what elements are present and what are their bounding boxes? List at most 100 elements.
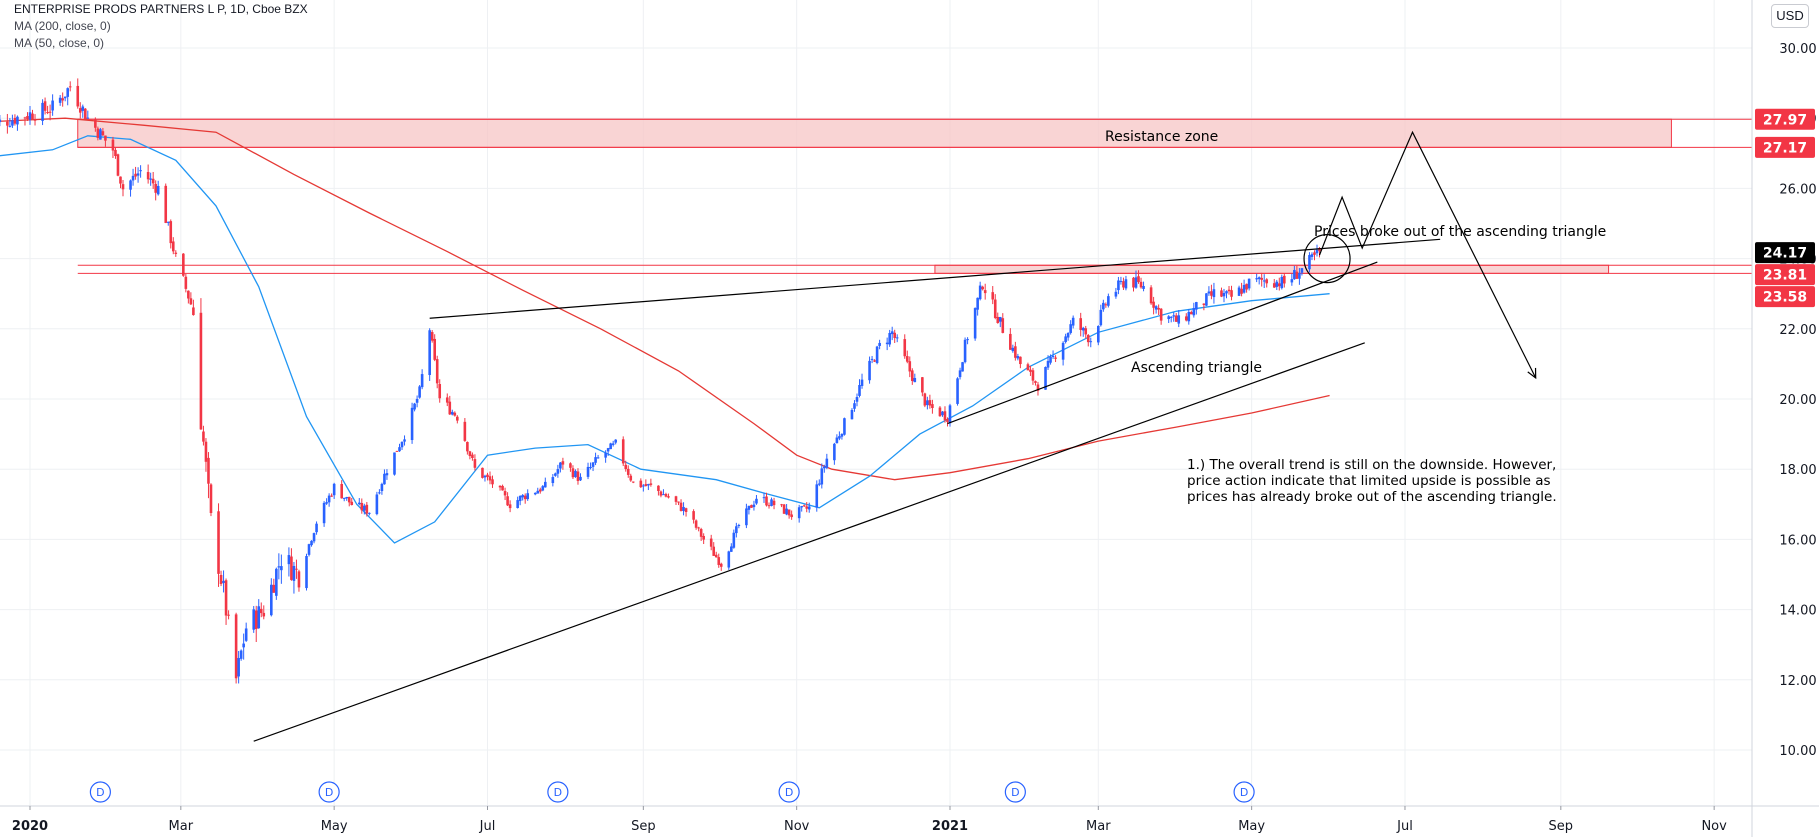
- candle-body: [307, 544, 311, 555]
- candle-body: [305, 556, 308, 589]
- candle-body: [254, 610, 258, 630]
- price-badge-label: 27.17: [1763, 140, 1807, 156]
- candle-body: [938, 407, 942, 417]
- candle-body: [815, 484, 819, 508]
- candle-body: [315, 523, 318, 533]
- candle-body: [413, 403, 416, 410]
- candle-body: [966, 339, 969, 341]
- candle-body: [169, 221, 173, 244]
- candle-body: [239, 650, 243, 659]
- candle-body: [1011, 347, 1015, 352]
- candle-body: [78, 108, 82, 113]
- candle-body: [561, 461, 565, 465]
- candle-body: [991, 292, 995, 300]
- candle-body: [1102, 302, 1105, 310]
- candle-body: [463, 421, 467, 441]
- candle-body: [31, 113, 34, 120]
- dividend-marker: [778, 781, 800, 803]
- candle-body: [184, 276, 188, 289]
- y-tick-label: 10.00: [1779, 744, 1816, 759]
- candle-body: [843, 418, 846, 435]
- x-axis: 2020 Mar May Jul Sep Nov 2021 Mar May Jul Sep Nov: [0, 805, 1819, 834]
- dividend-marker-label: D: [325, 786, 333, 799]
- ma50-legend[interactable]: MA (50, close, 0): [14, 36, 105, 50]
- note-line-3: prices has already broke out of the asce…: [1187, 489, 1557, 505]
- candle-body: [448, 401, 452, 415]
- x-tick-label: 2020: [12, 819, 48, 834]
- candle-body: [518, 495, 522, 502]
- candle-body: [1099, 309, 1103, 326]
- candle-body: [486, 474, 489, 478]
- candle-body: [310, 540, 313, 546]
- candle-body: [1157, 307, 1160, 310]
- candle-body: [297, 571, 301, 588]
- candle-body: [322, 502, 326, 524]
- candle-body: [895, 337, 899, 339]
- candle-body: [204, 441, 208, 462]
- candle-body: [1230, 290, 1233, 297]
- candle-body: [767, 505, 771, 507]
- candle-body: [870, 358, 874, 360]
- candle-body: [1152, 301, 1155, 308]
- candle-body: [430, 332, 434, 341]
- candle-body: [471, 454, 474, 459]
- candle-body: [762, 497, 766, 499]
- currency-button[interactable]: USD: [1771, 4, 1809, 28]
- candle-body: [569, 463, 572, 468]
- candle-body: [868, 360, 871, 381]
- candle-body: [1069, 324, 1072, 333]
- candle-body: [805, 506, 809, 509]
- candle-body: [910, 370, 914, 382]
- candle-body: [428, 330, 431, 375]
- candle-body: [677, 501, 680, 503]
- candle-body: [151, 178, 155, 184]
- candle-body: [674, 496, 678, 502]
- resistance-zone-label: Resistance zone: [1105, 129, 1218, 145]
- candle-body: [332, 483, 336, 496]
- ma200-legend[interactable]: MA (200, close, 0): [14, 19, 111, 33]
- candle-body: [340, 483, 343, 499]
- candle-body: [1154, 306, 1158, 310]
- candle-body: [802, 505, 806, 507]
- candle-body: [1089, 341, 1093, 343]
- candle-body: [410, 407, 414, 441]
- candle-body: [445, 397, 449, 403]
- candle-body: [154, 183, 157, 193]
- candle-body: [702, 535, 705, 540]
- candle-body: [174, 252, 178, 254]
- candle-body: [262, 612, 266, 617]
- candle-body: [473, 459, 477, 468]
- candle-body: [709, 538, 713, 547]
- annotations-layer: Resistance zone Prices broke out of the …: [1105, 129, 1606, 505]
- candle-body: [209, 484, 213, 514]
- candle-body: [51, 100, 54, 111]
- candle-body: [252, 609, 256, 630]
- candle-body: [259, 608, 263, 614]
- candle-body: [41, 102, 44, 121]
- candle-body: [363, 505, 366, 511]
- price-badge-label: 23.58: [1763, 290, 1807, 306]
- candle-body: [750, 505, 753, 508]
- candle-body: [1104, 304, 1108, 306]
- x-tick-label: Nov: [1701, 819, 1727, 834]
- candle-body: [244, 628, 248, 641]
- candle-body: [679, 502, 683, 511]
- candle-body: [1044, 367, 1047, 390]
- candle-body: [275, 568, 278, 596]
- candle-body: [730, 546, 733, 552]
- candle-body: [450, 411, 454, 415]
- candle-body: [961, 362, 964, 372]
- candle-body: [1051, 355, 1055, 357]
- candle-body: [1220, 290, 1223, 297]
- candle-body: [242, 643, 245, 648]
- candle-body: [890, 331, 894, 335]
- candle-body: [541, 486, 545, 491]
- candle-body: [825, 458, 829, 468]
- x-tick-label: May: [1238, 819, 1265, 834]
- candle-body: [913, 377, 917, 383]
- candle-body: [1066, 332, 1070, 338]
- candle-body: [928, 400, 932, 406]
- candle-body: [692, 511, 695, 520]
- candle-body: [624, 464, 628, 470]
